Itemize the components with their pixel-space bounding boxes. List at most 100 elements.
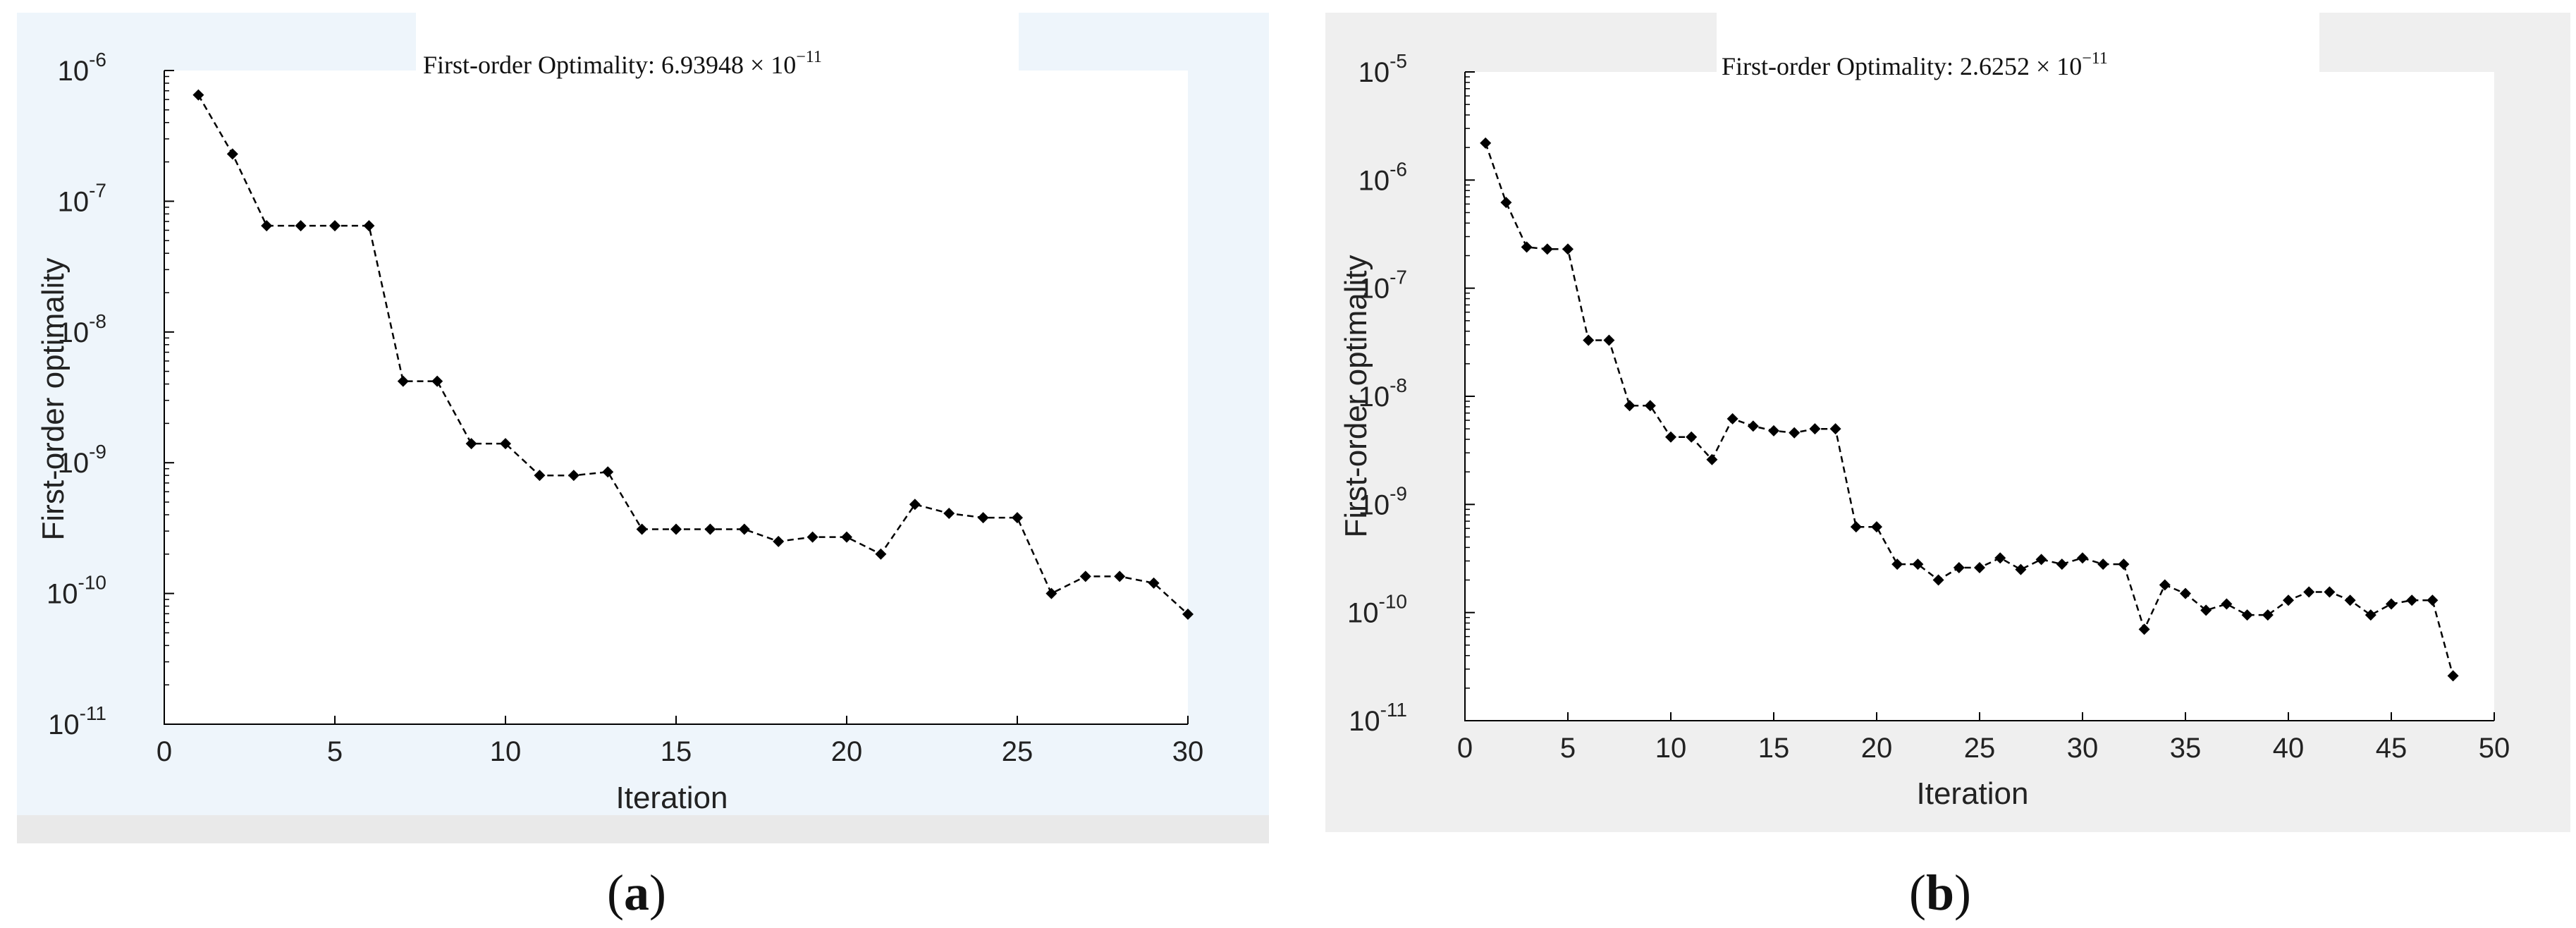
panel-b-y-tick-label: 10-11 xyxy=(1349,699,1407,737)
panel-b-data-point xyxy=(1603,334,1615,346)
panel-a-x-tick-label: 15 xyxy=(661,736,692,767)
panel-b-data-point xyxy=(1562,243,1574,255)
panel-a-y-tick-label: 10-6 xyxy=(58,49,106,87)
panel-a-x-tick-label: 25 xyxy=(1002,736,1034,767)
panel-a-bottom-strip xyxy=(17,815,1269,843)
panel-a-data-point xyxy=(1114,570,1126,582)
panel-b-data-point xyxy=(2138,623,2150,635)
panel-b-data-point xyxy=(2097,558,2109,570)
panel-b-x-tick-label: 35 xyxy=(2170,733,2202,764)
panel-b-y-tick-label: 10-6 xyxy=(1358,158,1407,196)
panel-b-y-tick-label: 10-7 xyxy=(1358,267,1407,305)
panel-b-data-point xyxy=(2200,604,2212,616)
panel-b-data-point xyxy=(1726,413,1738,425)
panel-a-data-point xyxy=(1182,609,1194,621)
panel-b-data-point xyxy=(1706,453,1718,465)
panel-a-data-point xyxy=(568,470,579,482)
panel-b: 0 5 10 15 20 25 30 35 40 45 50 10-11 10-10 10-9 10-8 10… xyxy=(1325,13,2570,921)
panel-a-data-point xyxy=(738,523,750,535)
panel-a-optimality-title-exponent: −11 xyxy=(796,48,822,66)
panel-a-data-point xyxy=(397,375,409,387)
panel-a-x-tick-label: 20 xyxy=(831,736,863,767)
panel-b-x-tick-label: 15 xyxy=(1758,733,1790,764)
panel-b-x-tick-label: 5 xyxy=(1560,733,1576,764)
panel-b-x-tick-label: 50 xyxy=(2479,733,2510,764)
panel-b-data-point xyxy=(1974,562,1985,574)
panel-a-data-point xyxy=(806,531,818,543)
panel-b-data-point xyxy=(1644,400,1656,412)
panel-a-data-point xyxy=(329,220,341,232)
panel-a-data-point xyxy=(1079,570,1091,582)
panel-a-y-tick-label: 10-11 xyxy=(48,702,106,740)
panel-a-data-point xyxy=(295,220,307,232)
panel-b-x-tick-label: 10 xyxy=(1655,733,1687,764)
panel-a-data-point xyxy=(909,499,921,511)
panel-a-y-tick-label: 10-8 xyxy=(58,310,106,348)
panel-b-title-box xyxy=(1717,13,2319,72)
panel-b-data-point xyxy=(1809,423,1821,435)
panel-b-label: (b) xyxy=(1909,865,1971,921)
panel-b-data-point xyxy=(1541,243,1553,255)
panel-b-data-point xyxy=(1480,137,1492,149)
panel-b-data-point xyxy=(2118,558,2130,570)
panel-b-data-point xyxy=(2015,563,2027,575)
panel-b-x-tick-label: 20 xyxy=(1861,733,1893,764)
panel-b-data-point xyxy=(2262,609,2274,621)
panel-a-label: (a) xyxy=(607,865,666,921)
panel-b-data-point xyxy=(1500,197,1512,209)
panel-a-data-point xyxy=(534,470,546,482)
panel-a-data-point xyxy=(670,523,682,535)
panel-b-data-point xyxy=(1747,420,1759,432)
panel-a-data-point xyxy=(226,148,238,160)
panel-b-data-point xyxy=(1994,552,2006,564)
panel-b-x-tick-label: 25 xyxy=(1964,733,1996,764)
panel-a-data-point xyxy=(192,89,204,101)
panel-a-data-point xyxy=(602,466,614,478)
panel-a-data-point xyxy=(465,438,477,450)
panel-b-x-tick-label: 40 xyxy=(2273,733,2305,764)
panel-a-data-point xyxy=(1012,512,1023,524)
panel-a-label-letter: a xyxy=(624,865,649,921)
panel-b-data-point xyxy=(2406,594,2418,606)
panel-a-data-point xyxy=(875,548,887,560)
panel-b-x-axis-label: Iteration xyxy=(1917,776,2029,811)
panel-a-data-point xyxy=(500,438,511,450)
panel-a-axes-frame xyxy=(164,71,1188,725)
panel-a-y-tick-label: 10-9 xyxy=(58,441,106,479)
panel-b-x-tick-label: 30 xyxy=(2067,733,2099,764)
panel-b-data-point xyxy=(2180,587,2191,599)
panel-b-data-point xyxy=(1871,521,1882,533)
panel-a-x-axis-label: Iteration xyxy=(616,781,728,815)
panel-b-y-tick-label: 10-9 xyxy=(1358,482,1407,520)
panel-b-optimality-title-text: First-order Optimality: 2.6252 × 10 xyxy=(1722,52,2082,80)
panel-b-data-point xyxy=(1789,427,1801,439)
panel-a-title-box xyxy=(416,13,1019,71)
panel-b-axes-frame xyxy=(1464,72,2494,721)
panel-a-data-point xyxy=(977,512,989,524)
panel-b-data-point xyxy=(1932,574,1944,586)
panel-b-data-point xyxy=(1686,431,1698,443)
panel-a-data-point xyxy=(841,531,852,543)
panel-a-data-point xyxy=(636,523,648,535)
panel-a-x-tick-label: 30 xyxy=(1172,736,1204,767)
panel-a-data-point xyxy=(261,220,273,232)
panel-b-y-tick-label: 10-10 xyxy=(1347,591,1407,629)
panel-a-x-tick-label: 10 xyxy=(490,736,522,767)
panel-a-optimality-title-text: First-order Optimality: 6.93948 × 10 xyxy=(423,51,796,79)
panel-b-data-point xyxy=(2386,598,2397,610)
panel-b-data-point xyxy=(1624,400,1636,412)
panel-a-data-point xyxy=(704,523,716,535)
panel-b-data-point xyxy=(2365,609,2376,621)
panel-a-y-tick-label: 10-10 xyxy=(47,572,106,610)
panel-b-data-point xyxy=(1953,562,1965,574)
panel-b-data-point xyxy=(1912,558,1924,570)
panel-b-y-tick-label: 10-5 xyxy=(1358,50,1407,88)
panel-b-data-point xyxy=(1850,521,1862,533)
panel-b-data-point xyxy=(2303,586,2315,598)
panel-b-x-tick-label: 45 xyxy=(2376,733,2408,764)
panel-b-y-tick-label: 10-8 xyxy=(1358,374,1407,413)
panel-b-data-point xyxy=(2427,594,2439,606)
panel-b-data-point xyxy=(2324,586,2336,598)
panel-b-data-point xyxy=(2221,598,2233,610)
